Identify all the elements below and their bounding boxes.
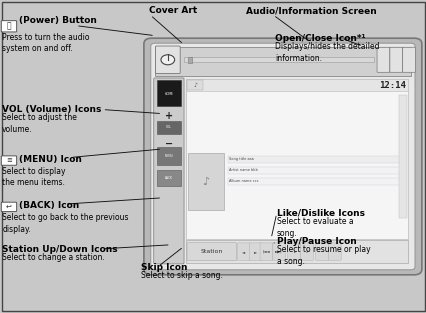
Bar bbox=[157, 80, 180, 106]
Bar bbox=[187, 57, 192, 63]
FancyBboxPatch shape bbox=[328, 243, 340, 260]
Text: Skip Icon: Skip Icon bbox=[141, 263, 187, 272]
Text: ↩: ↩ bbox=[6, 204, 12, 210]
Text: Displays/hides the detailed
information.: Displays/hides the detailed information. bbox=[275, 42, 379, 63]
Bar bbox=[227, 178, 403, 185]
Bar bbox=[186, 79, 407, 91]
Text: Play/Pause Icon: Play/Pause Icon bbox=[276, 237, 356, 246]
Text: +: + bbox=[164, 111, 173, 121]
Text: ≡: ≡ bbox=[6, 157, 12, 164]
Text: VOL (Volume) Icons: VOL (Volume) Icons bbox=[2, 105, 101, 114]
Text: BACK: BACK bbox=[164, 176, 173, 180]
Text: ♪: ♪ bbox=[305, 250, 308, 254]
Text: Album name ccc: Album name ccc bbox=[229, 179, 258, 183]
FancyBboxPatch shape bbox=[272, 243, 285, 260]
Text: |◄◄: |◄◄ bbox=[262, 250, 270, 254]
FancyBboxPatch shape bbox=[1, 156, 17, 165]
Text: Song title aaa: Song title aaa bbox=[229, 157, 253, 161]
Bar bbox=[157, 170, 180, 186]
Text: VOL: VOL bbox=[166, 126, 171, 129]
Text: (MENU) Icon: (MENU) Icon bbox=[19, 155, 81, 164]
Text: ↓: ↓ bbox=[292, 250, 295, 254]
Text: Select to evaluate a
song.: Select to evaluate a song. bbox=[276, 217, 352, 238]
Bar bbox=[157, 121, 180, 134]
Text: Press to turn the audio
system on and off.: Press to turn the audio system on and of… bbox=[2, 33, 89, 53]
Bar bbox=[187, 153, 224, 210]
Text: HOME: HOME bbox=[164, 92, 173, 95]
FancyBboxPatch shape bbox=[249, 243, 262, 260]
Bar bbox=[186, 240, 407, 263]
FancyBboxPatch shape bbox=[389, 47, 402, 72]
Text: Select to go back to the previous
display.: Select to go back to the previous displa… bbox=[2, 213, 128, 233]
Text: ♪: ♪ bbox=[202, 177, 209, 187]
Text: −: − bbox=[164, 139, 173, 149]
Text: ◄: ◄ bbox=[242, 250, 245, 254]
FancyBboxPatch shape bbox=[150, 43, 414, 270]
FancyBboxPatch shape bbox=[1, 202, 17, 212]
Text: (BACK) Icon: (BACK) Icon bbox=[19, 202, 79, 210]
Text: (Power) Button: (Power) Button bbox=[19, 16, 96, 25]
Circle shape bbox=[161, 55, 174, 65]
Bar bbox=[398, 95, 406, 218]
FancyBboxPatch shape bbox=[144, 38, 421, 275]
Text: Select to skip a song.: Select to skip a song. bbox=[141, 271, 222, 280]
FancyBboxPatch shape bbox=[402, 47, 414, 72]
Text: Select to resume or play
a song.: Select to resume or play a song. bbox=[276, 245, 369, 266]
Text: Select to display
the menu items.: Select to display the menu items. bbox=[2, 167, 66, 187]
Text: ♪: ♪ bbox=[193, 83, 197, 88]
Text: Audio/Information Screen: Audio/Information Screen bbox=[245, 7, 375, 15]
FancyBboxPatch shape bbox=[187, 243, 236, 261]
Bar bbox=[186, 79, 407, 239]
Text: Artist name bbb: Artist name bbb bbox=[229, 168, 257, 172]
Bar bbox=[183, 57, 373, 62]
FancyBboxPatch shape bbox=[315, 243, 328, 260]
FancyBboxPatch shape bbox=[1, 21, 17, 32]
Text: MENU: MENU bbox=[164, 154, 173, 158]
FancyBboxPatch shape bbox=[376, 47, 389, 72]
Text: ►: ► bbox=[253, 250, 257, 254]
Bar bbox=[187, 80, 203, 90]
Text: Station: Station bbox=[200, 249, 222, 254]
Text: ⏻: ⏻ bbox=[7, 22, 11, 31]
Text: Like/Dislike Icons: Like/Dislike Icons bbox=[276, 209, 364, 218]
FancyBboxPatch shape bbox=[259, 243, 272, 260]
Text: Cover Art: Cover Art bbox=[148, 7, 196, 15]
Text: ►▶|: ►▶| bbox=[275, 250, 282, 254]
Bar bbox=[157, 147, 180, 165]
FancyBboxPatch shape bbox=[153, 78, 184, 264]
FancyBboxPatch shape bbox=[287, 243, 300, 260]
FancyBboxPatch shape bbox=[155, 46, 180, 74]
Text: Station Up/Down Icons: Station Up/Down Icons bbox=[2, 245, 118, 254]
FancyBboxPatch shape bbox=[300, 243, 313, 260]
FancyBboxPatch shape bbox=[155, 47, 410, 76]
FancyBboxPatch shape bbox=[2, 2, 424, 311]
Text: Select to adjust the
volume.: Select to adjust the volume. bbox=[2, 113, 77, 134]
Text: Open/Close Icon*¹: Open/Close Icon*¹ bbox=[275, 34, 365, 43]
FancyBboxPatch shape bbox=[237, 243, 250, 260]
Bar bbox=[227, 156, 403, 163]
Text: Select to change a station.: Select to change a station. bbox=[2, 253, 105, 262]
Text: 12:14: 12:14 bbox=[378, 81, 405, 90]
Bar bbox=[227, 167, 403, 174]
